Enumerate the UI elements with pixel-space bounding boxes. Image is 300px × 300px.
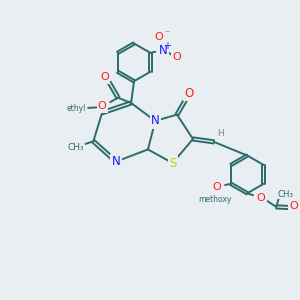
Text: methoxy: methoxy	[199, 195, 232, 204]
Text: ⁻: ⁻	[164, 29, 169, 39]
Text: O: O	[257, 193, 266, 202]
Text: O: O	[213, 182, 221, 192]
Text: O: O	[98, 101, 106, 111]
Text: O: O	[172, 52, 181, 62]
Text: +: +	[164, 41, 172, 52]
Text: O: O	[155, 32, 164, 43]
Text: CH₃: CH₃	[278, 190, 294, 199]
Text: O: O	[100, 72, 109, 82]
Text: N: N	[151, 115, 160, 128]
Text: N: N	[159, 44, 168, 57]
Text: S: S	[169, 157, 176, 169]
Text: H: H	[217, 129, 224, 138]
Text: ethyl: ethyl	[66, 104, 86, 113]
Text: O: O	[184, 87, 193, 100]
Text: N: N	[112, 155, 120, 168]
Text: CH₃: CH₃	[67, 143, 84, 152]
Text: O: O	[289, 201, 298, 211]
